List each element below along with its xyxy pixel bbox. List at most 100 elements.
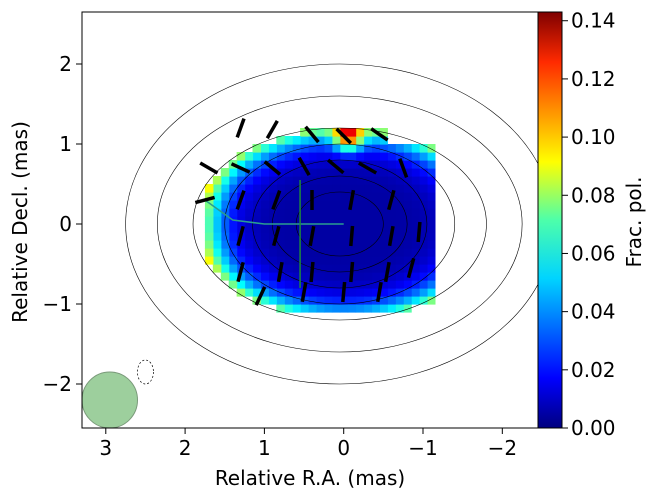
heatmap-pixel (339, 144, 349, 153)
heatmap-pixel (323, 248, 333, 257)
heatmap-pixel (379, 240, 388, 249)
heatmap-pixel (228, 200, 238, 209)
heatmap-pixel (403, 144, 412, 153)
heatmap-pixel (260, 152, 269, 161)
heatmap-pixel (379, 288, 388, 297)
heatmap-pixel (331, 144, 341, 153)
heatmap-pixel (387, 280, 396, 289)
heatmap-pixel (371, 200, 380, 209)
heatmap-pixel (363, 296, 373, 305)
contour-line (125, 63, 538, 385)
heatmap-pixel (355, 128, 365, 137)
heatmap-pixel (300, 200, 309, 209)
evpa-tick (263, 160, 282, 176)
heatmap-pixel (300, 168, 309, 177)
heatmap-pixel (363, 144, 373, 153)
heatmap-pixel (276, 168, 285, 177)
heatmap-pixel (379, 232, 388, 241)
heatmap-pixel (228, 248, 238, 257)
heatmap-pixel (252, 256, 262, 265)
heatmap-pixel (371, 152, 380, 161)
heatmap-pixel (284, 256, 293, 265)
contour-line (252, 159, 428, 289)
heatmap-pixel (363, 304, 373, 313)
x-axis-ticks: 3 2 1 0 −1 −2 (99, 428, 517, 460)
beam-ellipse-shape (82, 371, 139, 428)
heatmap-pixel (300, 184, 309, 193)
heatmap-pixel (403, 200, 412, 209)
heatmap-pixel (220, 184, 230, 193)
heatmap-pixel (308, 256, 317, 265)
heatmap-pixel (284, 272, 293, 281)
heatmap-pixel (331, 232, 341, 241)
heatmap-pixel (419, 200, 428, 209)
heatmap-pixel (276, 144, 285, 153)
heatmap-pixel (204, 232, 214, 241)
heatmap-pixel (387, 216, 396, 225)
evpa-tick (387, 189, 396, 211)
heatmap-pixel (236, 176, 246, 185)
heatmap-pixel (252, 280, 262, 289)
heatmap-pixel (419, 160, 428, 169)
heatmap-pixel (284, 176, 293, 185)
heatmap-pixel (411, 200, 420, 209)
heatmap-pixel (228, 280, 238, 289)
heatmap-pixel (339, 160, 349, 169)
heatmap-pixel (355, 168, 365, 177)
heatmap-pixel (387, 184, 396, 193)
heatmap-pixel (355, 152, 365, 161)
heatmap-pixel (347, 304, 357, 313)
heatmap-pixel (244, 288, 254, 297)
heatmap-pixel (236, 240, 246, 249)
heatmap-pixel (236, 208, 246, 217)
heatmap-pixel (395, 152, 404, 161)
y-tick-label: −2 (43, 372, 72, 396)
heatmap-pixel (220, 168, 230, 177)
heatmap-pixel (379, 224, 388, 233)
heatmap-pixel (323, 184, 333, 193)
heatmap-pixel (371, 272, 380, 281)
heatmap-pixel (331, 288, 341, 297)
heatmap-pixel (395, 272, 404, 281)
heatmap-pixel (331, 192, 341, 201)
heatmap-pixel (308, 160, 317, 169)
heatmap-pixel (395, 264, 404, 273)
heatmap-pixel (268, 176, 277, 185)
heatmap-pixel (355, 136, 365, 145)
evpa-tick (341, 281, 347, 303)
heatmap-pixel (419, 216, 428, 225)
heatmap-pixel (228, 264, 238, 273)
heatmap-pixel (347, 288, 357, 297)
heatmap-pixel (379, 144, 388, 153)
heatmap-pixel (426, 144, 436, 153)
jet-axis-lines (204, 180, 344, 288)
heatmap-pixel (300, 144, 309, 153)
heatmap-pixel (395, 240, 404, 249)
heatmap-pixel (379, 304, 388, 313)
heatmap-pixel (403, 160, 412, 169)
heatmap-pixel (284, 288, 293, 297)
heatmap-pixel (323, 304, 333, 313)
heatmap-pixel (339, 304, 349, 313)
heatmap-pixel (236, 256, 246, 265)
heatmap-pixel (363, 160, 373, 169)
heatmap-pixel (395, 256, 404, 265)
heatmap-pixel (236, 288, 246, 297)
heatmap-pixel (371, 240, 380, 249)
heatmap-pixel (363, 288, 373, 297)
heatmap-pixel (323, 256, 333, 265)
heatmap-pixel (212, 184, 222, 193)
heatmap-pixel (315, 216, 325, 225)
heatmap-pixel (220, 272, 230, 281)
heatmap-pixel (339, 264, 349, 273)
heatmap-pixel (284, 264, 293, 273)
heatmap-pixel (426, 152, 436, 161)
heatmap-pixel (355, 176, 365, 185)
evpa-tick (308, 225, 316, 247)
heatmap-pixel (363, 136, 373, 145)
heatmap-pixel (403, 208, 412, 217)
heatmap-pixel (355, 216, 365, 225)
evpa-tick (349, 261, 355, 283)
heatmap-pixel (331, 240, 341, 249)
heatmap-pixel (260, 168, 269, 177)
